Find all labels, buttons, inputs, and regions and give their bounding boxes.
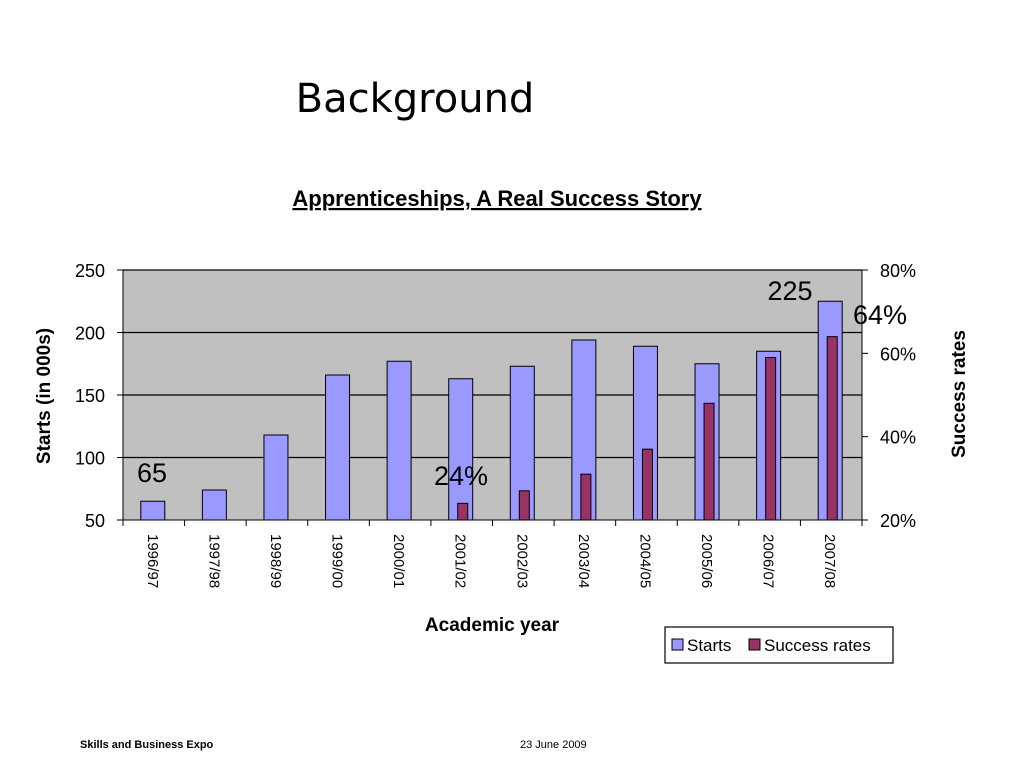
legend-box <box>664 626 894 664</box>
y-tick-label: 150 <box>75 386 105 406</box>
footer-date: 23 June 2009 <box>520 739 587 751</box>
x-tick-label: 2004/05 <box>636 534 653 588</box>
bar-success-rate <box>641 448 653 521</box>
x-tick-label: 2003/04 <box>575 534 592 588</box>
y-tick-label: 200 <box>75 324 105 344</box>
x-tick-label: 2002/03 <box>513 534 530 588</box>
y2-tick-label: 60% <box>880 344 916 364</box>
data-annotation: 64% <box>853 300 907 330</box>
x-axis-label: Academic year <box>425 615 560 636</box>
y-tick-label: 250 <box>75 261 105 281</box>
y-axis-label: Starts (in 000s) <box>34 328 55 464</box>
bar-success-rate <box>457 502 469 521</box>
y-tick-label: 100 <box>75 449 105 469</box>
x-tick-label: 1997/98 <box>205 534 222 588</box>
chart-title: Apprenticeships, A Real Success Story <box>292 186 702 211</box>
x-tick-label: 2005/06 <box>698 534 715 588</box>
legend-label: Starts <box>687 636 731 655</box>
x-tick-label: 2006/07 <box>760 534 777 588</box>
bar-success-rate <box>580 473 592 521</box>
y2-tick-label: 40% <box>880 428 916 448</box>
bar-starts <box>325 374 351 521</box>
x-tick-label: 1996/97 <box>144 534 161 588</box>
x-tick-label: 2007/08 <box>821 534 838 588</box>
bar-success-rate <box>703 402 715 521</box>
x-tick-label: 1999/00 <box>329 534 346 588</box>
bar-success-rate <box>518 490 530 521</box>
bar-starts <box>263 434 289 521</box>
x-tick-label: 1998/99 <box>267 534 284 588</box>
y2-tick-label: 20% <box>880 511 916 531</box>
bar-starts <box>201 489 227 521</box>
data-annotation: 65 <box>137 458 167 488</box>
legend: Starts Success rates <box>664 626 894 664</box>
x-tick-label: 2000/01 <box>390 534 407 588</box>
slide-title: Background <box>295 76 535 122</box>
bar-starts <box>448 378 474 521</box>
data-annotation: 225 <box>767 276 812 306</box>
x-tick-label: 2001/02 <box>452 534 469 588</box>
legend-swatch <box>671 638 684 651</box>
data-annotation: 24% <box>434 461 488 491</box>
bar-starts <box>140 500 166 521</box>
y2-tick-label: 80% <box>880 261 916 281</box>
y2-axis-label: Success rates <box>949 330 970 458</box>
bar-starts <box>386 360 412 521</box>
footer-event-name: Skills and Business Expo <box>80 739 214 751</box>
bar-success-rate <box>826 336 838 521</box>
y-tick-label: 50 <box>85 511 105 531</box>
bar-success-rate <box>765 357 777 521</box>
legend-swatch <box>748 638 761 651</box>
legend-label: Success rates <box>764 636 871 655</box>
